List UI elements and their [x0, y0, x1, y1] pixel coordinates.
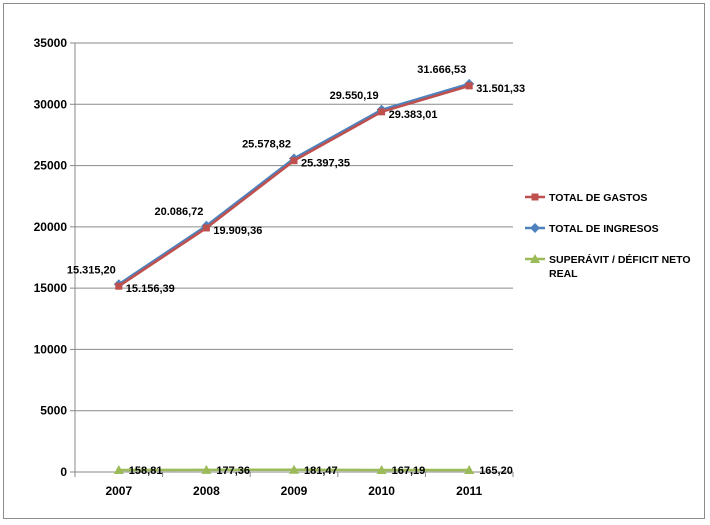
data-label: 19.909,36	[213, 225, 262, 237]
legend-label: TOTAL DE INGRESOS	[549, 223, 659, 235]
y-tick-label: 15000	[34, 281, 68, 295]
data-label: 31.501,33	[476, 83, 525, 95]
data-point	[201, 464, 212, 474]
data-point	[464, 464, 475, 474]
data-label: 25.578,82	[242, 138, 291, 150]
y-tick-label: 20000	[34, 220, 68, 234]
data-point	[378, 108, 386, 116]
x-tick-label: 2011	[456, 484, 482, 498]
legend-label: SUPERÁVIT / DÉFICIT NETO	[549, 253, 691, 266]
legend-marker	[530, 223, 540, 233]
x-tick-label: 2010	[368, 484, 395, 498]
x-tick-label: 2008	[193, 484, 220, 498]
data-label: 25.397,35	[301, 158, 350, 170]
data-point	[465, 82, 473, 90]
y-tick-label: 35000	[34, 36, 68, 50]
data-label: 31.666,53	[417, 64, 466, 76]
data-label: 15.156,39	[126, 283, 175, 295]
y-tick-label: 0	[60, 465, 67, 479]
y-tick-label: 30000	[34, 97, 68, 111]
data-label: 177,36	[216, 465, 250, 477]
data-point	[376, 464, 387, 474]
data-point	[289, 464, 299, 474]
legend-label: TOTAL DE GASTOS	[549, 192, 647, 204]
y-tick-label: 25000	[34, 159, 68, 173]
chart-frame	[3, 3, 705, 519]
legend-label: REAL	[549, 268, 578, 280]
data-label: 165,20	[479, 465, 513, 477]
data-label: 29.383,01	[389, 109, 438, 121]
data-label: 20.086,72	[154, 206, 203, 218]
data-label: 158,81	[129, 465, 163, 477]
legend-marker	[530, 254, 540, 263]
data-point	[290, 157, 298, 165]
data-point	[115, 282, 123, 290]
data-label: 29.550,19	[330, 90, 379, 102]
data-point	[113, 465, 124, 475]
data-label: 181,47	[304, 465, 338, 477]
y-tick-label: 10000	[34, 342, 68, 356]
x-tick-label: 2009	[281, 484, 308, 498]
legend-marker	[531, 193, 539, 201]
data-label: 167,19	[392, 465, 426, 477]
data-point	[202, 224, 210, 232]
x-tick-label: 2007	[105, 484, 132, 498]
y-tick-label: 5000	[40, 404, 67, 418]
data-label: 15.315,20	[67, 264, 116, 276]
